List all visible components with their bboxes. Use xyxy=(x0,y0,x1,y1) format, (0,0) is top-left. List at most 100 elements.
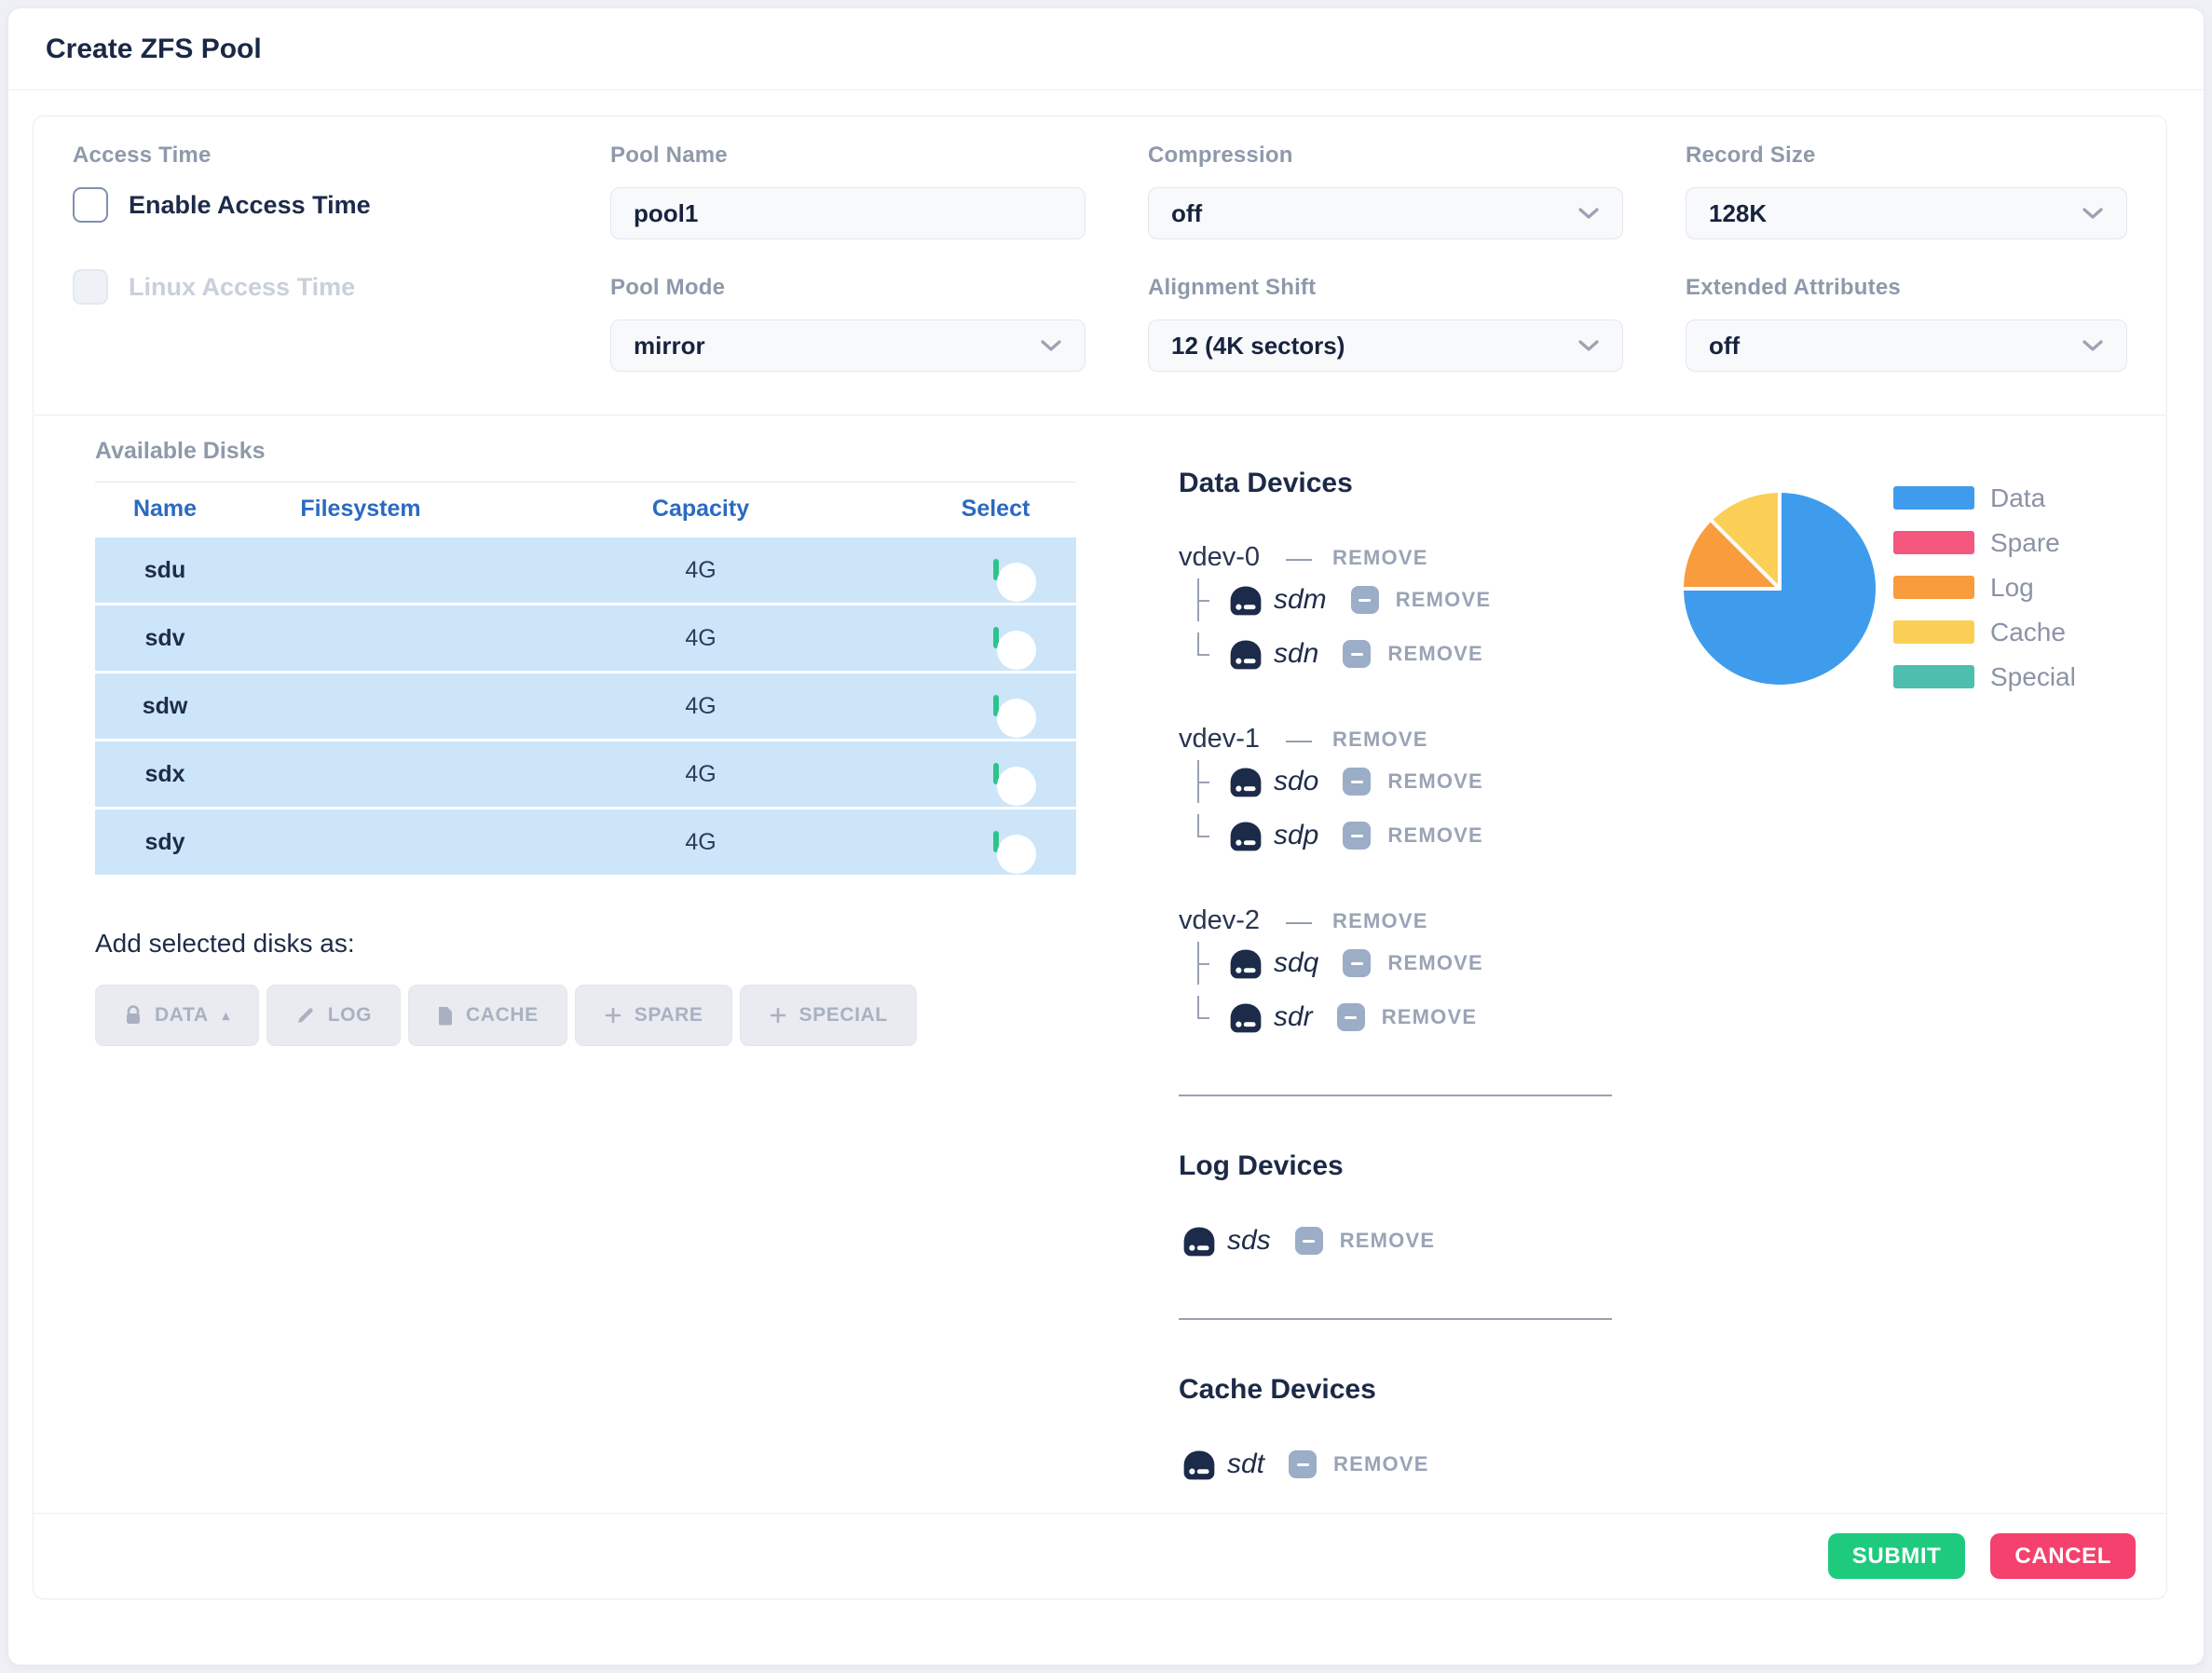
add-as-cache-label: CACHE xyxy=(466,1004,539,1026)
available-disks-section: Available Disks Name Filesystem Capacity… xyxy=(34,415,1179,1491)
device-name: sdr xyxy=(1274,1001,1313,1032)
disk-capacity: 4G xyxy=(685,828,717,855)
compression-select[interactable]: off xyxy=(1148,187,1623,239)
enable-access-time-text: Enable Access Time xyxy=(129,190,371,219)
extended-attributes-value: off xyxy=(1709,331,1741,360)
device-name: sdt xyxy=(1227,1449,1265,1479)
vdev-name: vdev-0 xyxy=(1179,542,1261,572)
disk-select-toggle[interactable] xyxy=(992,695,1036,738)
cache-disk-row: sdt REMOVE xyxy=(1179,1437,1626,1491)
remove-disk-link[interactable]: REMOVE xyxy=(1381,1005,1478,1028)
disk-name: sdu xyxy=(143,556,186,583)
dialog-titlebar: Create ZFS Pool xyxy=(8,8,2204,90)
remove-disk-link[interactable]: REMOVE xyxy=(1339,1229,1436,1252)
vdev-name: vdev-2 xyxy=(1179,905,1261,935)
pool-mode-select[interactable]: mirror xyxy=(610,320,1086,372)
submit-button[interactable]: SUBMIT xyxy=(1827,1533,1966,1579)
plus-icon xyxy=(605,1007,621,1024)
page-title: Create ZFS Pool xyxy=(46,33,262,64)
disk-icon xyxy=(1183,1450,1215,1480)
legend-item: Cache xyxy=(1893,618,2076,646)
pie-slice-log xyxy=(1680,517,1782,591)
remove-disk-minus-button[interactable] xyxy=(1343,768,1372,796)
disk-name: sdv xyxy=(144,624,185,651)
access-time-group: Access Time Enable Access Time Linux Acc… xyxy=(73,143,548,372)
pool-mode-value: mirror xyxy=(634,331,705,360)
minus-dash-icon: — xyxy=(1286,724,1313,754)
data-devices-heading: Data Devices xyxy=(1179,468,1353,498)
remove-disk-link[interactable]: REMOVE xyxy=(1395,588,1492,611)
disk-select-toggle[interactable] xyxy=(992,831,1036,874)
extended-attributes-select[interactable]: off xyxy=(1686,320,2127,372)
disk-select-toggle[interactable] xyxy=(992,559,1036,602)
enable-access-time-checkbox[interactable] xyxy=(73,187,108,223)
pool-name-field-group: Pool Name xyxy=(610,143,1086,239)
column-header-select: Select xyxy=(961,496,1031,522)
remove-disk-minus-button[interactable] xyxy=(1336,1003,1365,1031)
plus-icon xyxy=(770,1007,785,1024)
disk-capacity: 4G xyxy=(685,692,717,719)
disk-icon xyxy=(1230,640,1262,670)
remove-disk-minus-button[interactable] xyxy=(1343,640,1372,668)
alignment-shift-field-group: Alignment Shift 12 (4K sectors) xyxy=(1148,275,1623,372)
minus-icon xyxy=(1303,1239,1316,1243)
pool-composition-chart: Data Spare Log Cache xyxy=(1626,468,2166,1491)
chevron-down-icon xyxy=(1578,208,1599,219)
alignment-shift-select[interactable]: 12 (4K sectors) xyxy=(1148,320,1623,372)
record-size-field-group: Record Size 128K xyxy=(1686,143,2127,239)
configured-devices-tree: Data Devices vdev-0 — REMOVE sdm xyxy=(1179,468,1626,1491)
remove-vdev-link[interactable]: REMOVE xyxy=(1332,545,1428,569)
linux-access-time-row: Linux Access Time xyxy=(73,269,548,305)
vdev-group: vdev-2 — REMOVE sdq REMOVE xyxy=(1179,905,1626,1044)
remove-disk-link[interactable]: REMOVE xyxy=(1387,951,1483,974)
device-name: sdq xyxy=(1274,947,1319,978)
pool-name-input[interactable] xyxy=(610,187,1086,239)
lock-icon xyxy=(127,1005,140,1024)
file-icon xyxy=(439,1007,453,1026)
add-as-log-button[interactable]: LOG xyxy=(266,985,402,1046)
remove-disk-minus-button[interactable] xyxy=(1343,949,1372,977)
remove-disk-link[interactable]: REMOVE xyxy=(1387,823,1483,847)
remove-disk-link[interactable]: REMOVE xyxy=(1387,642,1483,665)
vdev-disk-row: sdr REMOVE xyxy=(1190,990,1626,1044)
remove-disk-link[interactable]: REMOVE xyxy=(1333,1452,1429,1476)
table-row: sdw 4G xyxy=(95,673,1076,739)
record-size-select[interactable]: 128K xyxy=(1686,187,2127,239)
add-as-cache-button[interactable]: CACHE xyxy=(408,985,567,1046)
tree-branch-icon xyxy=(1190,573,1216,627)
disk-select-toggle[interactable] xyxy=(992,763,1036,806)
available-disks-title: Available Disks xyxy=(95,438,266,464)
disk-icon xyxy=(1230,822,1262,851)
remove-disk-link[interactable]: REMOVE xyxy=(1387,769,1483,793)
add-as-spare-label: SPARE xyxy=(634,1004,703,1026)
linux-access-time-text: Linux Access Time xyxy=(129,272,356,301)
remove-disk-minus-button[interactable] xyxy=(1350,586,1379,614)
table-row: sdx 4G xyxy=(95,741,1076,807)
dialog-footer: SUBMIT CANCEL xyxy=(34,1513,2166,1598)
add-as-data-button[interactable]: DATA ▴ xyxy=(95,985,259,1046)
legend-label: Data xyxy=(1990,483,2046,512)
disk-select-toggle[interactable] xyxy=(992,627,1036,670)
disk-icon xyxy=(1230,949,1262,979)
add-as-data-label: DATA xyxy=(155,1004,209,1026)
add-as-spare-button[interactable]: SPARE xyxy=(574,985,732,1046)
disk-capacity: 4G xyxy=(685,556,717,583)
tree-corner-icon xyxy=(1190,627,1216,681)
section-divider xyxy=(1179,1095,1612,1096)
add-selected-disks-label: Add selected disks as: xyxy=(95,929,355,958)
remove-disk-minus-button[interactable] xyxy=(1294,1227,1323,1255)
minus-icon xyxy=(1350,652,1363,656)
remove-vdev-link[interactable]: REMOVE xyxy=(1332,727,1428,751)
remove-disk-minus-button[interactable] xyxy=(1343,822,1372,850)
tree-branch-icon xyxy=(1190,936,1216,990)
vdev-disk-row: sdm REMOVE xyxy=(1190,573,1626,627)
remove-vdev-link[interactable]: REMOVE xyxy=(1332,908,1428,932)
cancel-button[interactable]: CANCEL xyxy=(1990,1533,2136,1579)
legend-label: Special xyxy=(1990,661,2076,691)
pencil-icon xyxy=(297,1008,313,1023)
remove-disk-minus-button[interactable] xyxy=(1289,1450,1318,1478)
minus-icon xyxy=(1359,598,1372,602)
chevron-down-icon xyxy=(2082,340,2103,351)
column-header-name: Name xyxy=(132,496,198,522)
add-as-special-button[interactable]: SPECIAL xyxy=(739,985,917,1046)
